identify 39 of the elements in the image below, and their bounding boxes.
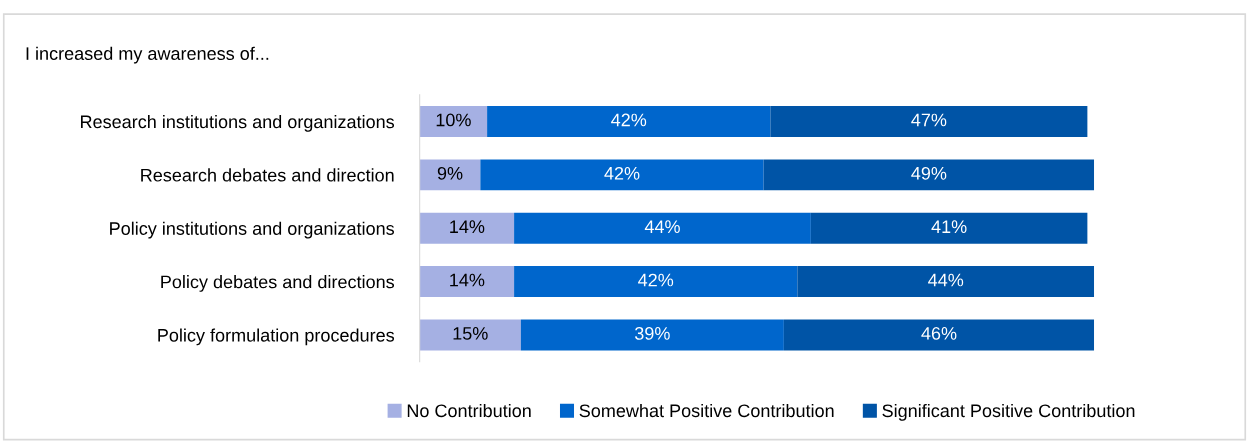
bar [419,212,515,244]
bar [797,266,1095,298]
data-label: 41% [931,220,967,233]
data-label: 10% [436,113,471,127]
bar [783,319,1095,351]
legend-label: Somewhat Positive Contribution [579,403,834,418]
bar [520,319,784,351]
y-tick-label: Policy debates and directions [161,275,395,292]
data-label: 15% [453,327,488,340]
data-label: 14% [450,220,485,233]
bar [514,212,811,244]
legend-label: Significant Positive Contribution [882,403,1135,421]
data-label: 44% [928,273,964,287]
data-label: 47% [911,113,947,127]
data-label: 42% [638,273,674,287]
y-tick-label: Research institutions and organizations [81,114,395,132]
data-label: 46% [921,327,957,340]
data-label: 42% [604,166,640,180]
bar [419,159,481,191]
bar [487,106,771,137]
data-label: 9% [437,166,463,180]
data-label: 14% [450,273,485,287]
text: I increased my awareness of... [26,46,269,64]
data-label: 39% [634,327,670,340]
bar [763,159,1095,191]
y-tick-label: Policy formulation procedures [158,328,395,346]
data-label: 49% [911,166,947,180]
bar [810,212,1088,244]
bar [419,266,515,298]
legend-label: No Contribution [407,403,531,418]
bar [419,106,488,137]
bar [480,159,764,191]
y-tick-label: Policy institutions and organizations [110,221,395,239]
bar [419,319,521,351]
data-label: 44% [644,220,680,233]
bar [514,266,798,298]
y-tick-label: Research debates and direction [141,168,394,182]
data-label: 42% [611,113,647,127]
bar [770,106,1088,137]
